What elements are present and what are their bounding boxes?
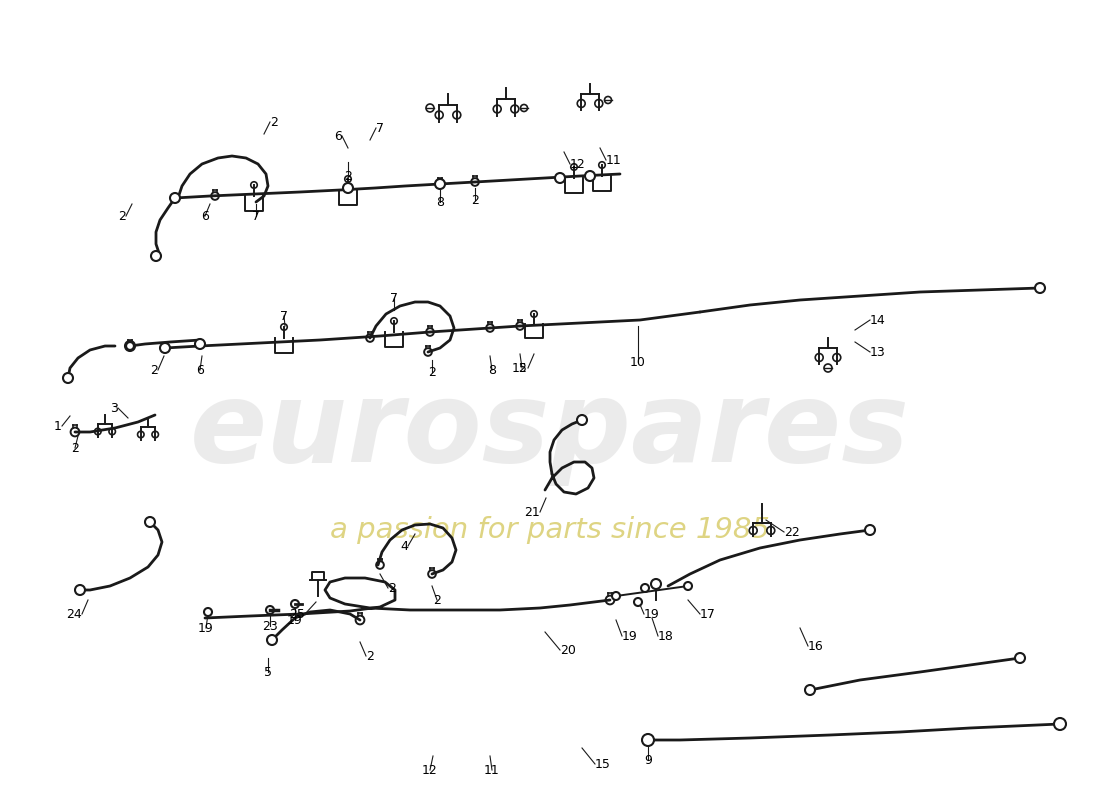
- Circle shape: [170, 193, 180, 203]
- Circle shape: [151, 251, 161, 261]
- Circle shape: [585, 171, 595, 181]
- Text: 22: 22: [784, 526, 800, 538]
- Text: eurospares: eurospares: [190, 374, 910, 486]
- Text: 9: 9: [645, 754, 652, 766]
- Text: 25: 25: [289, 607, 305, 621]
- Text: 21: 21: [525, 506, 540, 518]
- Text: 20: 20: [560, 643, 576, 657]
- Text: 15: 15: [595, 758, 610, 770]
- Circle shape: [805, 685, 815, 695]
- Circle shape: [684, 582, 692, 590]
- Circle shape: [634, 598, 642, 606]
- Text: 7: 7: [390, 291, 398, 305]
- Text: 8: 8: [436, 195, 444, 209]
- Circle shape: [651, 579, 661, 589]
- Circle shape: [642, 734, 654, 746]
- Circle shape: [266, 606, 274, 614]
- Text: a passion for parts since 1985: a passion for parts since 1985: [330, 516, 770, 544]
- Circle shape: [556, 173, 565, 183]
- Circle shape: [125, 341, 135, 351]
- Text: 12: 12: [422, 763, 438, 777]
- Text: 2: 2: [433, 594, 441, 606]
- Circle shape: [343, 183, 353, 193]
- Circle shape: [63, 373, 73, 383]
- Circle shape: [292, 600, 299, 608]
- Text: 2: 2: [471, 194, 478, 206]
- Text: 19: 19: [621, 630, 638, 642]
- Text: 10: 10: [630, 355, 646, 369]
- Text: 2: 2: [344, 170, 352, 182]
- Text: 2: 2: [428, 366, 436, 378]
- Text: 7: 7: [376, 122, 384, 134]
- Text: 3: 3: [110, 402, 118, 414]
- Circle shape: [1054, 718, 1066, 730]
- Text: 14: 14: [870, 314, 886, 326]
- Circle shape: [434, 179, 446, 189]
- Text: 2: 2: [150, 363, 158, 377]
- Text: 1: 1: [54, 419, 62, 433]
- Text: 13: 13: [870, 346, 886, 358]
- Circle shape: [204, 608, 212, 616]
- Text: 5: 5: [264, 666, 272, 678]
- Text: 6: 6: [334, 130, 342, 142]
- Circle shape: [267, 635, 277, 645]
- Text: 18: 18: [658, 630, 674, 642]
- Text: 19: 19: [287, 614, 303, 626]
- Text: 24: 24: [66, 607, 82, 621]
- Text: 19: 19: [644, 607, 660, 621]
- Text: 2: 2: [72, 442, 79, 454]
- Text: 2: 2: [366, 650, 374, 662]
- Circle shape: [1035, 283, 1045, 293]
- Text: 17: 17: [700, 607, 716, 621]
- Circle shape: [612, 592, 620, 600]
- Text: 6: 6: [201, 210, 209, 222]
- Circle shape: [195, 339, 205, 349]
- Text: 2: 2: [518, 362, 526, 374]
- Text: 2: 2: [388, 582, 396, 594]
- Text: 11: 11: [484, 763, 499, 777]
- Text: 11: 11: [606, 154, 621, 166]
- Circle shape: [641, 584, 649, 592]
- Text: 4: 4: [400, 539, 408, 553]
- Text: 8: 8: [488, 363, 496, 377]
- Text: 16: 16: [808, 639, 824, 653]
- Circle shape: [865, 525, 874, 535]
- Text: 2: 2: [118, 210, 127, 222]
- Circle shape: [160, 343, 170, 353]
- Circle shape: [145, 517, 155, 527]
- Circle shape: [578, 415, 587, 425]
- Circle shape: [1015, 653, 1025, 663]
- Text: 23: 23: [262, 619, 278, 633]
- Circle shape: [75, 585, 85, 595]
- Text: 7: 7: [280, 310, 288, 322]
- Text: 7: 7: [252, 210, 260, 222]
- Text: 2: 2: [270, 115, 278, 129]
- Text: 12: 12: [570, 158, 585, 170]
- Text: 19: 19: [198, 622, 213, 634]
- Text: 6: 6: [196, 363, 204, 377]
- Text: 15: 15: [513, 362, 528, 374]
